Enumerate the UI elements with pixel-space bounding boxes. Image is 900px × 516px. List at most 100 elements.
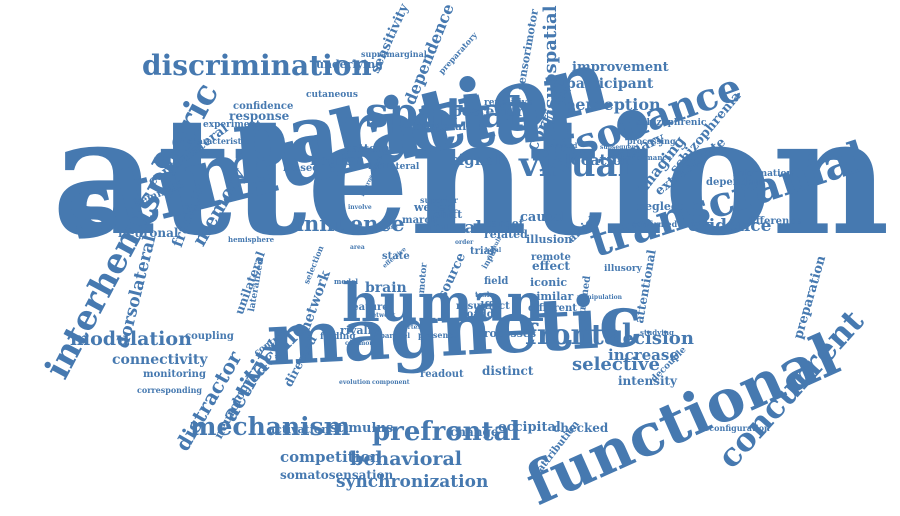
word-location: location [565,151,634,169]
word-readout: readout [420,369,464,380]
word-behavioral: behavioral [350,447,462,470]
word-iconic: iconic [530,276,568,290]
word-synchronization: synchronization [336,472,489,493]
word-improvement: improvement [572,59,669,75]
word-task: task [475,290,492,300]
word-information: information [733,168,794,179]
word-shift: shift [434,208,463,222]
word-weber: weber [414,201,451,215]
word-local: local [485,247,502,255]
word-studying: studying [640,328,674,338]
word-region: region [310,151,365,169]
word-similar: similar [530,290,574,304]
word-phase: phase [378,224,398,232]
word-frontal: frontal [525,317,633,351]
word-human: human [342,273,545,335]
word-underlying: underlying [316,58,383,72]
word-affect: affect [478,301,510,312]
word-dependent: dependent [706,177,766,188]
word-checked: checked [553,421,609,436]
word-presence: presence [418,329,459,340]
word-neural: neural [420,218,482,239]
word-cutaneous: cutaneous [306,89,358,100]
word-repetitive: repetitive [484,97,533,108]
word-superior: superior [420,194,458,205]
word-discrimination: discrimination [142,48,372,82]
word-participant: participant [566,75,654,92]
word-influence: influence [296,211,405,237]
word-decision: decision [610,327,694,349]
word-characteristic: characteristic [187,135,250,146]
word-competition: competition [280,448,382,466]
word-illusory: illusory [604,263,642,274]
word-parallel: parallel [380,331,411,341]
word-field: field [484,276,509,287]
word-evidence: evidence [688,216,772,237]
word-manipulation: manipulation [577,294,623,302]
word-visual: visual [519,144,631,185]
word-spatial: spatial [365,88,524,138]
word-march: march [402,215,438,226]
word-performance: performance [621,153,672,163]
word-stimulus: stimulus [330,420,394,436]
word-evolution: evolution [339,379,371,387]
word-monitoring: monitoring [143,369,206,380]
word-toadd: toadd [462,309,494,320]
word-component: component [372,379,410,387]
word-finding: finding [320,331,356,342]
word-processes: processes [476,327,537,341]
word-neuronal: neuronal [118,226,179,241]
word-distinct: distinct [482,364,534,379]
word-increase: increase [608,346,679,364]
word-different: different [528,303,577,314]
word-difference: difference [745,216,802,227]
word-subsequent: subsequent [600,144,639,152]
word-schizophrenic: schizophrenic [636,117,707,128]
word-modulation: modulation [70,327,192,350]
word-perception: perception [564,95,661,115]
word-signal: signal [450,151,501,169]
word-corresponding: corresponding [137,384,203,395]
word-state: state [382,251,410,262]
word-intensity: intensity [618,374,678,389]
word-remote: remote [531,252,571,263]
word-reconfiguration: reconfiguration [700,422,770,433]
word-related: related [484,228,528,242]
word-common: common [345,340,374,348]
word-hemisphere: hemisphere [228,235,275,245]
word-rivalry: rivalry [340,324,380,338]
word-ipsilateral: ipsilateral [368,161,420,172]
word-processing: processing [627,135,676,146]
word-cortex: cortex [400,324,421,332]
word-coupling: coupling [185,331,234,342]
word-order: order [455,239,474,247]
word-occipital: occipital [498,419,561,435]
word-pattern: pattern [344,142,390,156]
word-confidence: confidence [233,101,294,112]
word-causal: causal [520,209,567,225]
word-change: change [450,425,499,440]
word-mechanism: mechanism [190,412,351,441]
word-effect: effect [532,259,570,274]
word-neglect: neglect [637,200,683,214]
word-area: area [350,244,365,252]
word-target: target [486,217,524,231]
word-supramarginal: supramarginal [361,48,427,59]
word-brain: brain [365,279,407,296]
word-attention: attention [52,82,890,273]
word-model: model [334,277,359,287]
word-confirmed: confirmed [632,218,678,229]
word-trial: trial [470,246,494,257]
word-biased: biased [283,163,320,174]
word-illusion: illusion [526,233,573,247]
word-response: response [229,109,290,124]
word-involve: involve [348,204,372,212]
word-experiment: experiment [203,119,261,130]
word-bilateral: bilateral [414,120,467,134]
word-induced: induced [546,141,578,151]
word-connectivity: connectivity [112,351,208,368]
word-activation: activation [268,423,330,437]
word-somatosensation: somatosensation [280,468,394,483]
word-posterior: posterior [452,103,524,120]
